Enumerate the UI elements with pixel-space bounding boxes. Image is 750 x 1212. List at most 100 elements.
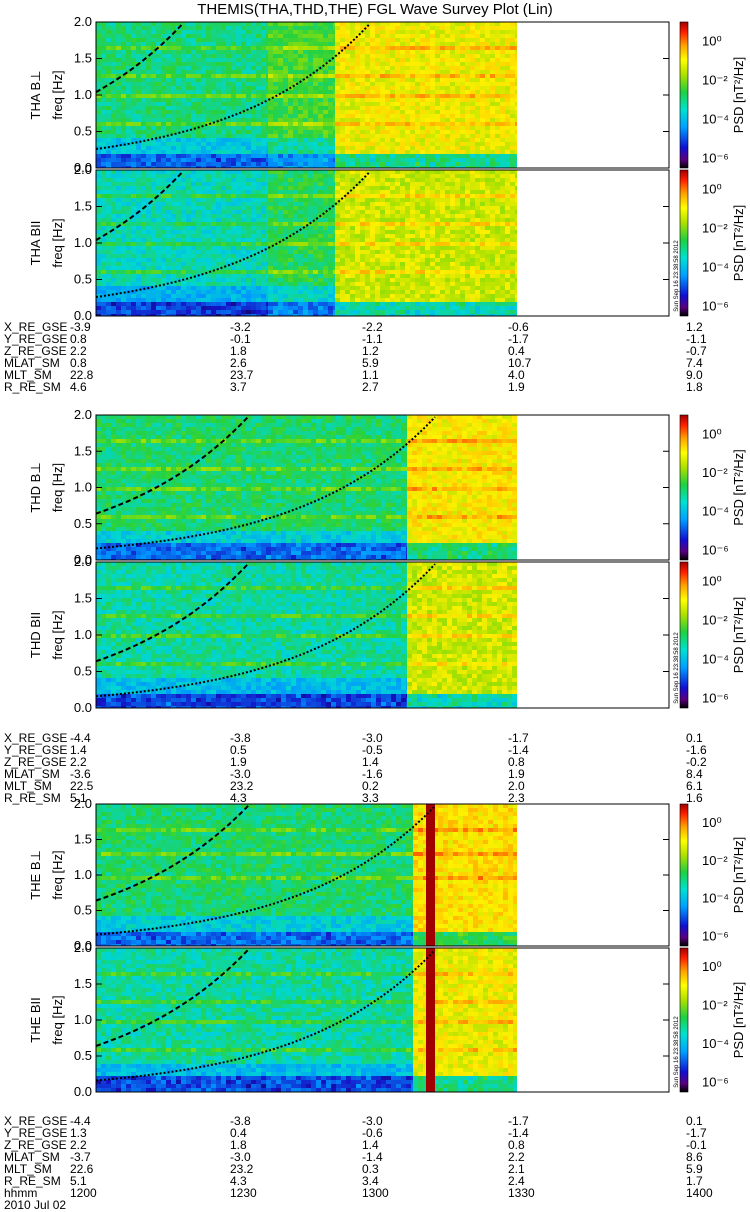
spectrogram-cell: [273, 190, 278, 194]
spectrogram-cell: [283, 82, 288, 86]
spectrogram-cell: [146, 270, 151, 274]
spectrogram-cell: [266, 66, 268, 70]
spectrogram-cell: [420, 42, 425, 46]
spectrogram-cell: [256, 86, 261, 90]
spectrogram-cell: [146, 186, 151, 190]
spectrogram-cell: [136, 110, 141, 114]
spectrogram-cell: [156, 78, 161, 82]
spectrogram-cell: [196, 218, 201, 222]
spectrogram-cell: [333, 86, 335, 90]
spectrogram-cell: [231, 38, 236, 42]
spectrogram-cell: [136, 282, 141, 286]
spectrogram-cell: [136, 70, 141, 74]
spectrogram-cell: [241, 282, 246, 286]
spectrogram-cell: [171, 146, 176, 150]
spectrogram-cell: [241, 222, 246, 226]
spectrogram-cell: [475, 46, 480, 50]
spectrogram-cell: [136, 262, 141, 266]
spectrogram-cell: [385, 150, 390, 154]
spectrogram-cell: [126, 254, 131, 258]
spectrogram-cell: [266, 90, 268, 94]
spectrogram-cell: [116, 118, 121, 122]
spectrogram-cell: [390, 110, 395, 114]
spectrogram-cell: [355, 114, 360, 118]
spectrogram-cell: [126, 82, 131, 86]
spectrogram-cell: [298, 210, 303, 214]
spectrogram-cell: [278, 122, 283, 126]
spectrogram-cell: [293, 238, 298, 242]
spectrogram-cell: [318, 118, 323, 122]
spectrogram-cell: [355, 58, 360, 62]
spectrogram-cell: [410, 106, 415, 110]
spectrogram-cell: [251, 182, 256, 186]
spectrogram-cell: [261, 46, 266, 50]
spectrogram-cell: [236, 86, 241, 90]
spectrogram-cell: [405, 154, 410, 158]
spectrogram-cell: [308, 30, 313, 34]
spectrogram-cell: [490, 130, 495, 134]
spectrogram-cell: [293, 30, 298, 34]
spectrogram-cell: [176, 106, 181, 110]
spectrogram-cell: [333, 98, 335, 102]
spectrogram-cell: [345, 22, 350, 26]
spectrogram-cell: [445, 82, 450, 86]
spectrogram-cell: [251, 26, 256, 30]
spectrogram-cell: [191, 150, 196, 154]
spectrogram-cell: [495, 126, 500, 130]
spectrogram-cell: [328, 250, 333, 254]
spectrogram-cell: [318, 238, 323, 242]
spectrogram-cell: [340, 22, 345, 26]
spectrogram-cell: [221, 58, 226, 62]
spectrogram-cell: [273, 90, 278, 94]
spectrogram-cell: [201, 310, 206, 314]
spectrogram-cell: [370, 54, 375, 58]
spectrogram-cell: [101, 74, 106, 78]
spectrogram-cell: [256, 238, 261, 242]
spectrogram-cell: [283, 142, 288, 146]
spectrogram-cell: [355, 74, 360, 78]
spectrogram-cell: [420, 94, 425, 98]
spectrogram-cell: [430, 54, 435, 58]
spectrogram-cell: [246, 238, 251, 242]
spectrogram-cell: [236, 250, 241, 254]
spectrogram-cell: [161, 26, 166, 30]
spectrogram-cell: [288, 278, 293, 282]
spectrogram-cell: [161, 290, 166, 294]
spectrogram-cell: [161, 122, 166, 126]
spectrogram-cell: [405, 30, 410, 34]
spectrogram-cell: [111, 302, 116, 306]
spectrogram-cell: [480, 30, 485, 34]
spectrogram-cell: [261, 82, 266, 86]
spectrogram-cell: [126, 198, 131, 202]
spectrogram-cell: [278, 114, 283, 118]
spectrogram-cell: [186, 230, 191, 234]
spectrogram-cell: [420, 146, 425, 150]
spectrogram-cell: [405, 150, 410, 154]
spectrogram-cell: [415, 118, 420, 122]
spectrogram-cell: [268, 42, 273, 46]
spectrogram-cell: [116, 218, 121, 222]
spectrogram-cell: [186, 22, 191, 26]
spectrogram-cell: [328, 106, 333, 110]
spectrogram-cell: [251, 138, 256, 142]
spectrogram-cell: [445, 86, 450, 90]
spectrogram-cell: [231, 130, 236, 134]
spectrogram-cell: [206, 34, 211, 38]
spectrogram-cell: [410, 50, 415, 54]
spectrogram-cell: [131, 254, 136, 258]
spectrogram-cell: [156, 302, 161, 306]
spectrogram-cell: [385, 146, 390, 150]
spectrogram-cell: [251, 226, 256, 230]
spectrogram-cell: [323, 202, 328, 206]
spectrogram-cell: [375, 50, 380, 54]
spectrogram-cell: [450, 74, 455, 78]
spectrogram-cell: [246, 74, 251, 78]
spectrogram-cell: [231, 90, 236, 94]
spectrogram-cell: [323, 190, 328, 194]
spectrogram-cell: [156, 74, 161, 78]
spectrogram-cell: [121, 38, 126, 42]
spectrogram-cell: [161, 106, 166, 110]
spectrogram-cell: [293, 134, 298, 138]
spectrogram-cell: [405, 54, 410, 58]
spectrogram-cell: [435, 122, 440, 126]
